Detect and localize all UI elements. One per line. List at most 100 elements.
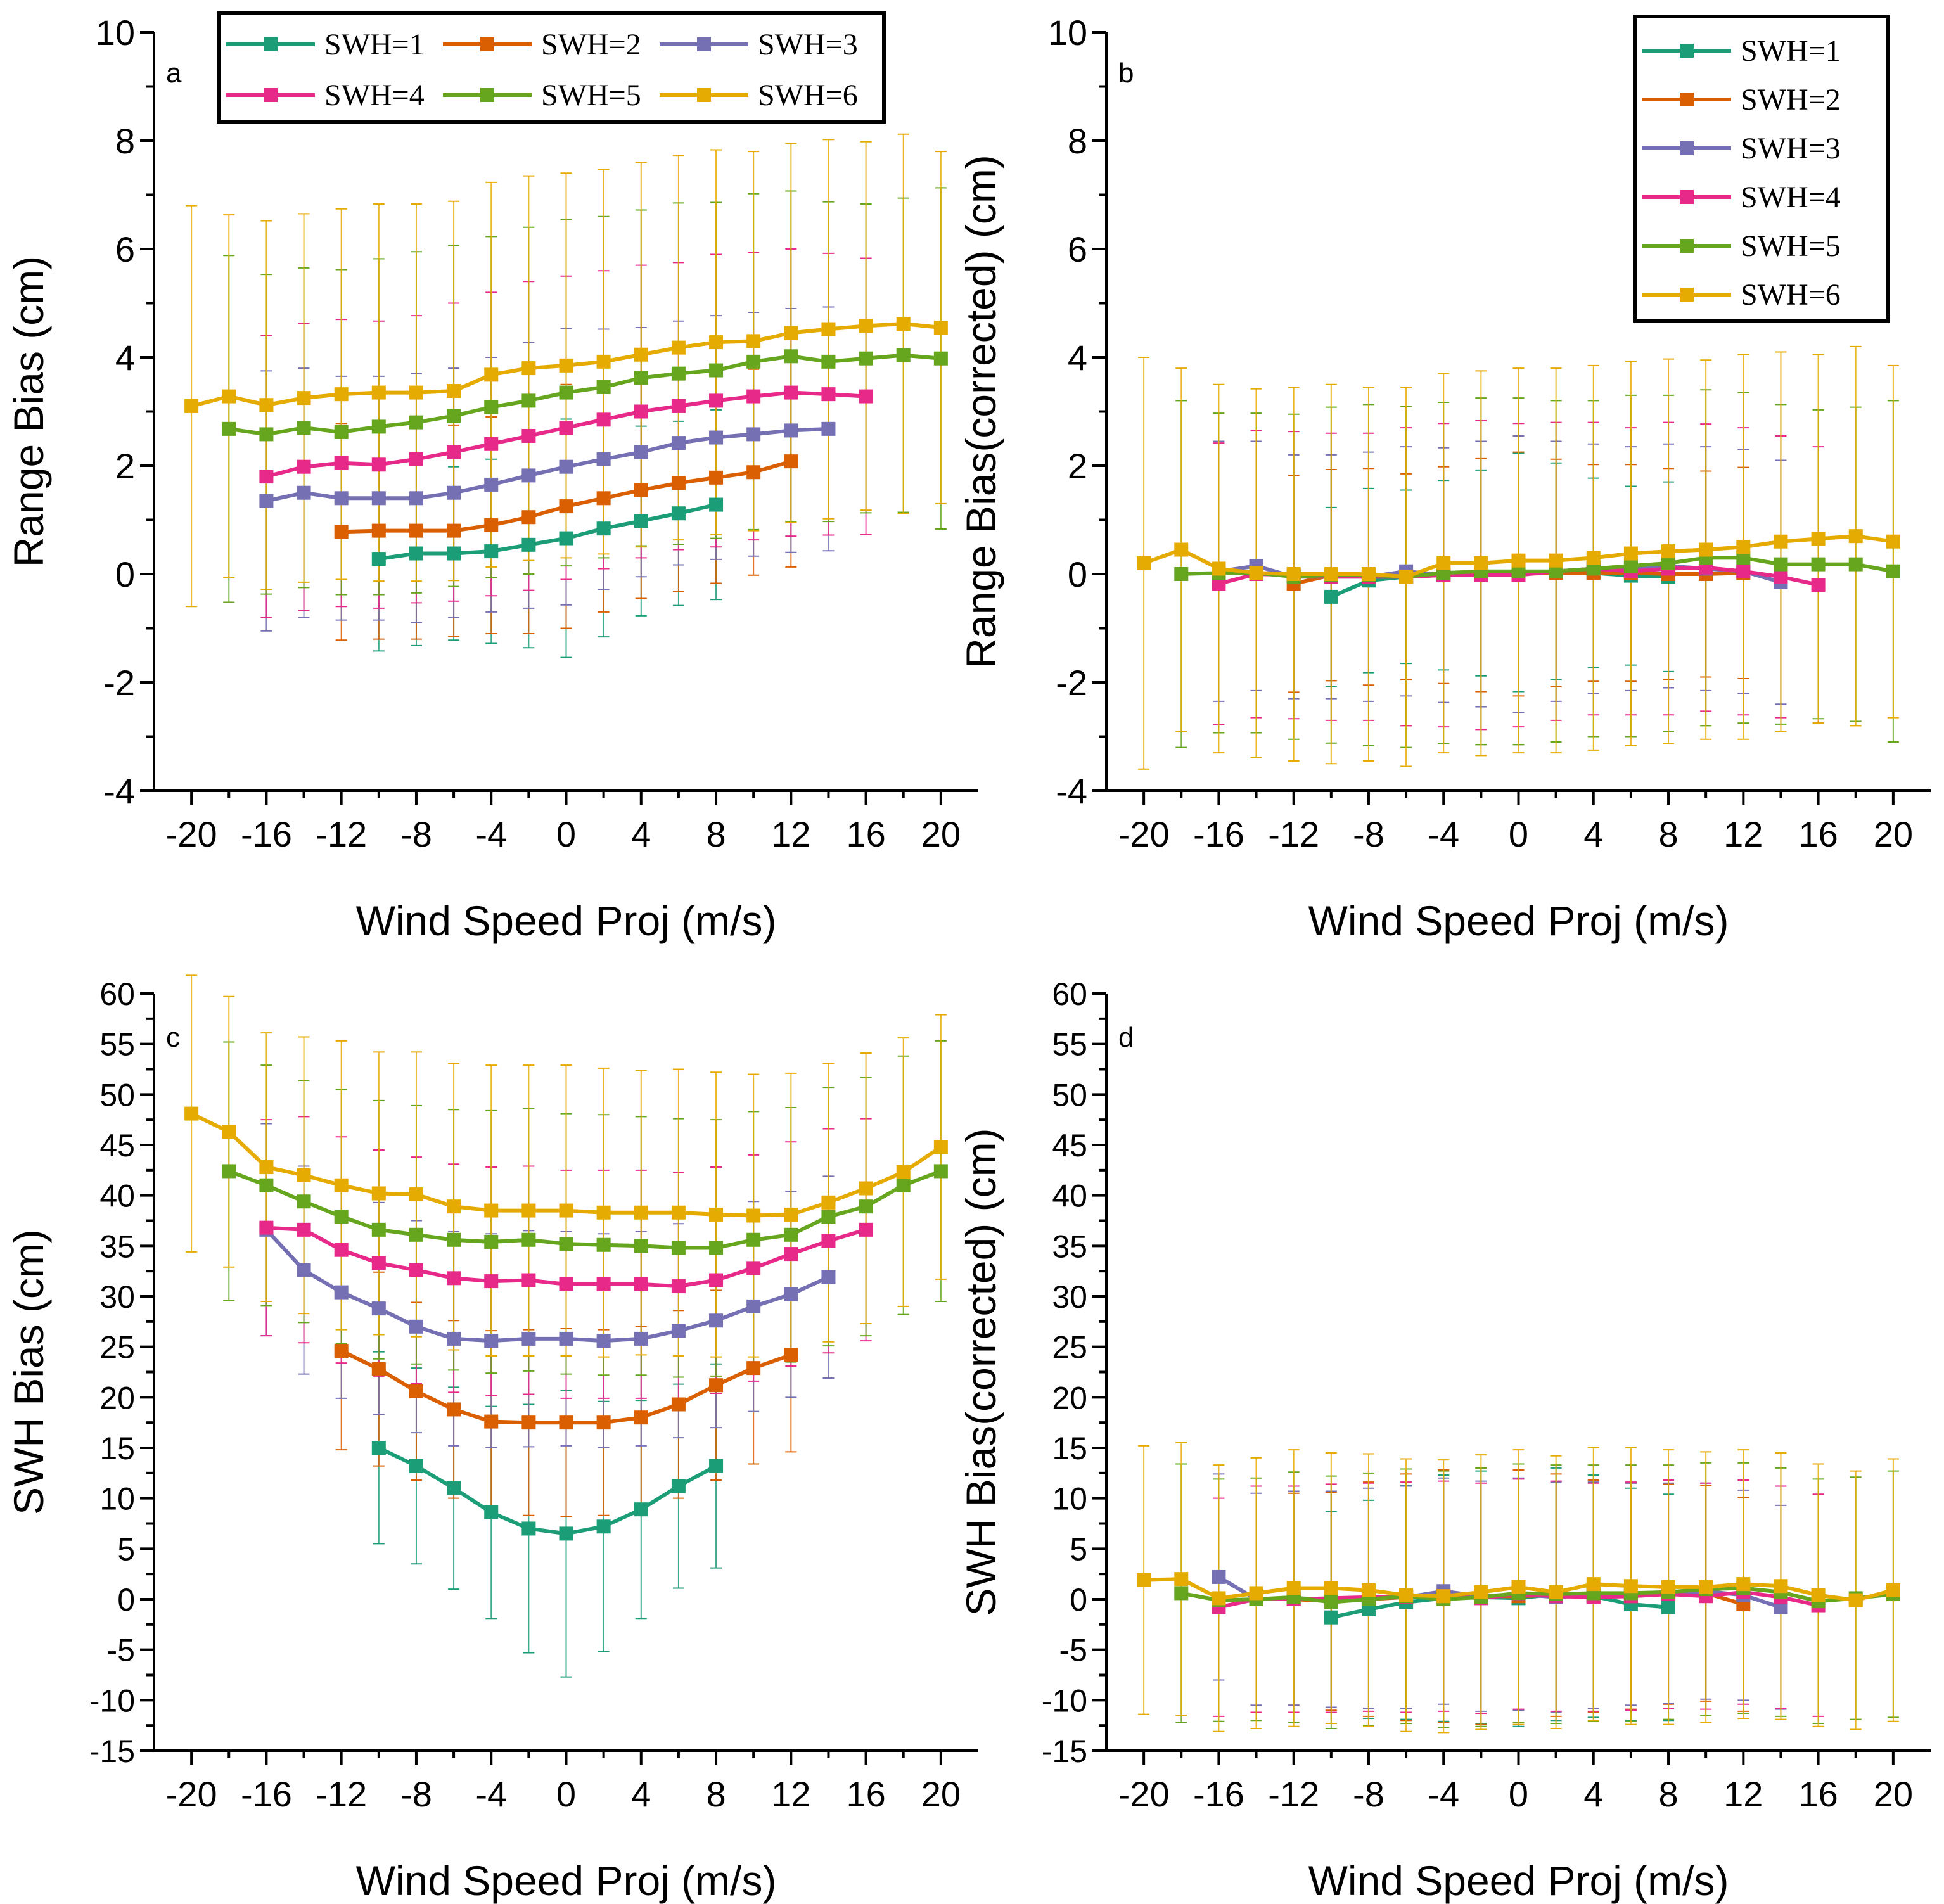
data-point (1811, 578, 1826, 592)
x-tick-label: -8 (400, 814, 432, 854)
data-point (447, 384, 461, 399)
legend-swatch-marker (264, 88, 278, 102)
data-point (784, 1287, 798, 1301)
data-point (447, 1481, 461, 1495)
data-point (1586, 1577, 1601, 1592)
data-point (859, 1181, 873, 1196)
data-point (1848, 529, 1863, 544)
data-point (371, 1441, 386, 1455)
data-point (1511, 1580, 1526, 1594)
x-axis-title: Wind Speed Proj (m/s) (1308, 897, 1729, 944)
y-axis-title: SWH Bias (cm) (5, 1229, 52, 1515)
legend-swatch-marker (264, 37, 278, 51)
x-tick-label: -12 (316, 814, 367, 854)
x-tick-label: 20 (921, 814, 961, 854)
series-line (378, 1446, 717, 1536)
data-point (1661, 1600, 1676, 1614)
series-swh-2 (334, 1344, 798, 1430)
legend: SWH=1 SWH=2 SWH=3 SWH=4 SWH=5 SWH=6 (1633, 15, 1890, 323)
x-tick-label: 0 (556, 814, 576, 854)
data-point (1848, 557, 1863, 572)
y-tick-label: 40 (1052, 1179, 1087, 1214)
data-point (447, 445, 461, 459)
data-point (484, 544, 499, 559)
data-point (671, 1397, 686, 1412)
data-point (1436, 556, 1451, 570)
data-point (1286, 567, 1301, 581)
data-point (746, 465, 761, 480)
y-tick-label: 10 (99, 1481, 135, 1517)
series-swh-5 (1174, 1581, 1900, 1609)
data-point (596, 1237, 611, 1252)
y-axis-title: Range Bias(corrected) (cm) (957, 155, 1004, 668)
data-point (709, 1273, 724, 1287)
data-point (859, 1199, 873, 1214)
data-point (933, 320, 948, 335)
data-point (709, 470, 724, 485)
data-point (409, 546, 423, 561)
y-tick-label: -4 (103, 771, 135, 811)
data-point (1811, 557, 1826, 572)
x-tick-label: 4 (631, 1774, 651, 1814)
x-tick-label: -16 (241, 814, 292, 854)
data-point (671, 399, 686, 413)
data-point (521, 1415, 536, 1430)
data-point (1736, 1577, 1751, 1592)
data-point (447, 546, 461, 561)
data-point (1549, 553, 1563, 568)
data-point (334, 425, 349, 439)
data-point (671, 1479, 686, 1493)
data-point (484, 1234, 499, 1249)
x-tick-label: -4 (475, 1774, 507, 1814)
data-point (1811, 532, 1826, 546)
data-point (671, 506, 686, 521)
legend-box (217, 11, 886, 124)
data-point (371, 1256, 386, 1270)
y-tick-label: 50 (1052, 1077, 1087, 1113)
data-point (671, 436, 686, 450)
data-point (409, 1319, 423, 1334)
x-tick-label: -8 (1353, 814, 1384, 854)
data-point (297, 421, 311, 435)
data-point (634, 1205, 648, 1220)
errorbars-swh-1 (373, 1351, 722, 1678)
data-point (709, 1241, 724, 1255)
x-tick-label: -4 (475, 814, 507, 854)
data-point (447, 1271, 461, 1286)
x-tick-label: -4 (1428, 814, 1459, 854)
legend-label: SWH=3 (758, 28, 858, 61)
data-point (784, 454, 798, 469)
data-point (484, 400, 499, 414)
series-swh-3 (259, 1222, 836, 1348)
legend-item-swh-2: SWH=2 (1642, 83, 1841, 117)
legend-swatch-marker (1680, 141, 1694, 155)
legend-swatch-marker (1680, 239, 1694, 253)
data-point (746, 334, 761, 348)
series-swh-2 (334, 454, 798, 539)
y-tick-label: 55 (99, 1027, 135, 1063)
y-tick-label: 15 (1052, 1431, 1087, 1466)
legend-swatch-marker (480, 37, 494, 51)
data-point (784, 423, 798, 438)
data-point (1886, 564, 1900, 578)
series-swh-6 (184, 1106, 948, 1223)
data-point (222, 389, 236, 404)
data-point (409, 452, 423, 466)
data-point (559, 1331, 573, 1346)
series-swh-4 (259, 385, 873, 484)
data-point (521, 510, 536, 525)
x-tick-label: 12 (1723, 1774, 1763, 1814)
data-point (484, 1334, 499, 1348)
y-tick-label: 4 (115, 338, 135, 378)
data-point (821, 354, 836, 369)
legend-swatch-marker (1680, 44, 1694, 58)
x-tick-label: 0 (1509, 814, 1528, 854)
data-point (821, 1195, 836, 1210)
data-point (1774, 557, 1788, 572)
data-point (1661, 544, 1676, 559)
data-point (1586, 551, 1601, 565)
data-point (1736, 564, 1751, 578)
data-point (371, 523, 386, 538)
legend-item-swh-2: SWH=2 (443, 28, 641, 61)
